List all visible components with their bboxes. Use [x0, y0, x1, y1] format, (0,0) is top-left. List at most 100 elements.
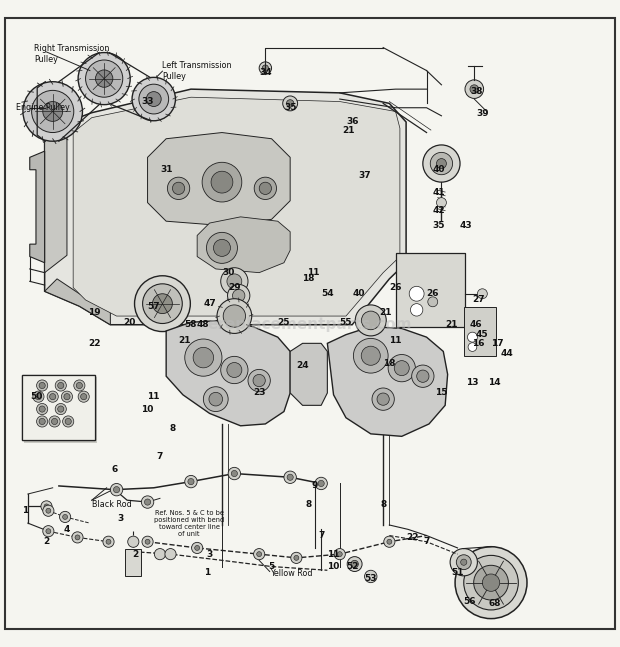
Text: 37: 37: [358, 171, 371, 181]
Circle shape: [436, 159, 446, 168]
Circle shape: [347, 556, 362, 571]
Circle shape: [203, 387, 228, 411]
Text: 36: 36: [346, 118, 358, 127]
Circle shape: [253, 375, 265, 387]
Circle shape: [209, 392, 223, 406]
Circle shape: [51, 419, 58, 424]
Bar: [22, 375, 95, 440]
Circle shape: [318, 480, 324, 487]
Text: 11: 11: [307, 268, 319, 277]
Circle shape: [35, 393, 42, 400]
Circle shape: [372, 388, 394, 410]
Circle shape: [461, 559, 467, 565]
Circle shape: [63, 514, 68, 520]
Circle shape: [43, 102, 63, 122]
Text: 1: 1: [204, 568, 210, 577]
Circle shape: [361, 346, 380, 366]
Circle shape: [55, 404, 66, 415]
Text: 6: 6: [112, 465, 118, 474]
Text: 23: 23: [253, 388, 265, 397]
Circle shape: [259, 62, 272, 74]
Text: 50: 50: [30, 392, 42, 401]
Text: 11: 11: [148, 392, 160, 401]
Circle shape: [58, 382, 64, 389]
Circle shape: [286, 100, 294, 107]
Circle shape: [43, 505, 54, 516]
Circle shape: [41, 501, 52, 512]
Text: 40: 40: [352, 289, 365, 298]
Circle shape: [202, 162, 242, 202]
Circle shape: [259, 182, 272, 195]
Circle shape: [154, 549, 166, 560]
Text: Black Rod: Black Rod: [92, 500, 131, 509]
Circle shape: [227, 274, 242, 289]
Text: 21: 21: [342, 126, 355, 135]
Circle shape: [223, 305, 246, 327]
Circle shape: [417, 370, 429, 382]
Text: 5: 5: [268, 562, 275, 571]
Text: 9: 9: [312, 481, 318, 490]
Text: 15: 15: [435, 388, 448, 397]
Circle shape: [58, 406, 64, 412]
Text: 22: 22: [88, 339, 100, 348]
Text: 41: 41: [433, 188, 445, 197]
Circle shape: [185, 476, 197, 488]
Circle shape: [95, 70, 113, 87]
Bar: [464, 307, 496, 356]
Circle shape: [467, 332, 477, 342]
Circle shape: [188, 479, 194, 485]
Circle shape: [172, 182, 185, 195]
Polygon shape: [148, 133, 290, 226]
Circle shape: [39, 382, 45, 389]
Polygon shape: [197, 217, 290, 272]
Circle shape: [75, 535, 80, 540]
Text: Ref. Nos. 5 & C to be
positioned with bend
toward center line
of unit: Ref. Nos. 5 & C to be positioned with be…: [154, 510, 224, 537]
Text: 43: 43: [460, 221, 472, 230]
Circle shape: [33, 391, 44, 402]
Text: 40: 40: [433, 165, 445, 174]
Circle shape: [221, 268, 248, 295]
Text: 48: 48: [197, 320, 210, 329]
Text: 13: 13: [466, 378, 479, 387]
Circle shape: [43, 525, 54, 537]
Circle shape: [74, 380, 85, 391]
Circle shape: [193, 347, 213, 368]
Circle shape: [46, 509, 51, 513]
Text: 51: 51: [451, 568, 464, 577]
Text: 18: 18: [383, 359, 396, 368]
Circle shape: [86, 60, 123, 97]
Circle shape: [72, 532, 83, 543]
Circle shape: [388, 355, 415, 382]
Circle shape: [81, 393, 87, 400]
Circle shape: [412, 365, 434, 388]
Text: 26: 26: [389, 283, 402, 292]
Bar: [396, 254, 465, 327]
Text: Yellow Rod: Yellow Rod: [270, 569, 312, 578]
Circle shape: [128, 536, 139, 547]
Circle shape: [228, 467, 241, 479]
Polygon shape: [327, 327, 448, 436]
Circle shape: [141, 496, 154, 509]
Circle shape: [64, 393, 70, 400]
Circle shape: [394, 360, 409, 376]
Circle shape: [106, 539, 111, 544]
Circle shape: [55, 380, 66, 391]
Text: 33: 33: [141, 97, 154, 106]
Text: 7: 7: [318, 531, 324, 540]
Text: 38: 38: [470, 87, 482, 96]
Circle shape: [213, 239, 231, 256]
Circle shape: [139, 84, 169, 114]
Circle shape: [287, 474, 293, 480]
Text: 8: 8: [169, 424, 175, 433]
Text: 21: 21: [179, 336, 191, 345]
Text: 55: 55: [340, 318, 352, 327]
Circle shape: [78, 52, 130, 105]
Circle shape: [470, 85, 479, 93]
Circle shape: [65, 419, 71, 424]
Circle shape: [409, 287, 424, 302]
Text: Left Transmission
Pulley: Left Transmission Pulley: [162, 61, 232, 81]
Circle shape: [165, 549, 176, 560]
Circle shape: [63, 416, 74, 427]
Circle shape: [384, 536, 395, 547]
Circle shape: [231, 470, 237, 477]
